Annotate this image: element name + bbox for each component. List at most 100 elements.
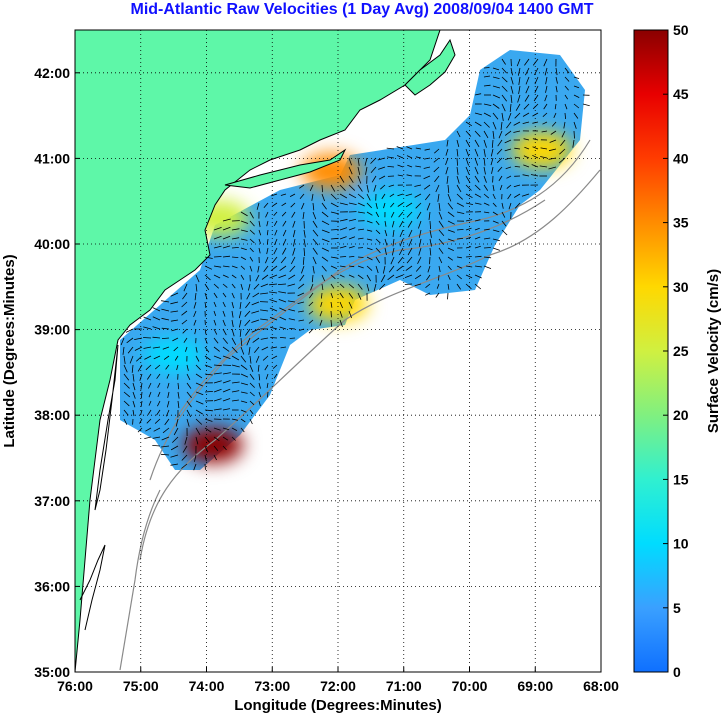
- velocity-arrow: [265, 373, 269, 380]
- velocity-arrow: [292, 247, 296, 256]
- velocity-arrow: [280, 193, 287, 196]
- velocity-arrow: [167, 391, 170, 398]
- velocity-arrow: [504, 130, 512, 136]
- velocity-arrow: [492, 112, 499, 120]
- velocity-arrow: [222, 226, 231, 231]
- velocity-arrow: [539, 165, 548, 168]
- velocity-arrow: [231, 301, 234, 309]
- velocity-arrow: [204, 418, 213, 422]
- velocity-arrow: [426, 202, 431, 211]
- velocity-arrow: [299, 184, 305, 189]
- velocity-arrow: [222, 346, 230, 352]
- velocity-arrow: [507, 112, 512, 121]
- velocity-arrow: [297, 292, 305, 297]
- velocity-arrow: [152, 346, 161, 349]
- velocity-arrow: [231, 265, 238, 269]
- velocity-arrow: [204, 427, 212, 433]
- velocity-arrow: [532, 154, 539, 159]
- velocity-arrow: [292, 220, 296, 228]
- velocity-arrow: [483, 139, 487, 148]
- velocity-arrow: [280, 256, 287, 264]
- velocity-arrow: [261, 346, 269, 351]
- velocity-arrow: [248, 283, 251, 291]
- velocity-arrow: [266, 247, 269, 255]
- velocity-arrow: [204, 391, 213, 393]
- velocity-arrow: [406, 155, 413, 159]
- velocity-arrow: [564, 94, 569, 100]
- velocity-arrow: [153, 355, 161, 360]
- velocity-arrow: [384, 247, 387, 256]
- velocity-arrow: [339, 175, 345, 183]
- velocity-arrow: [153, 427, 161, 432]
- velocity-arrow: [366, 265, 373, 271]
- colorbar-tick-label: 5: [673, 600, 681, 616]
- velocity-arrows: [120, 58, 590, 471]
- velocity-arrow: [435, 184, 440, 193]
- velocity-arrow: [213, 427, 221, 431]
- y-tick-label: 39:00: [34, 322, 70, 338]
- velocity-arrow: [330, 292, 334, 299]
- velocity-arrow: [391, 220, 395, 228]
- velocity-arrow: [270, 337, 278, 339]
- velocity-arrow: [181, 319, 188, 325]
- velocity-arrow: [177, 382, 180, 390]
- velocity-arrow: [375, 238, 381, 244]
- velocity-arrow: [510, 76, 514, 85]
- velocity-arrow: [429, 220, 431, 230]
- velocity-arrow: [240, 409, 247, 413]
- velocity-arrow: [365, 166, 368, 175]
- velocity-arrow: [222, 380, 231, 384]
- velocity-arrow: [240, 382, 249, 386]
- velocity-arrow: [357, 283, 363, 290]
- velocity-arrow: [136, 355, 143, 362]
- velocity-arrow: [474, 130, 481, 137]
- velocity-arrow: [240, 265, 246, 270]
- velocity-arrow: [548, 148, 557, 152]
- velocity-arrow: [204, 454, 207, 462]
- velocity-arrow: [297, 310, 305, 313]
- velocity-arrow: [266, 220, 269, 227]
- velocity-arrow: [272, 202, 278, 207]
- velocity-arrow: [429, 247, 432, 256]
- velocity-arrow: [193, 310, 197, 318]
- velocity-arrow: [181, 463, 188, 469]
- velocity-arrow: [490, 157, 494, 166]
- velocity-arrow: [483, 130, 489, 139]
- velocity-arrow: [231, 381, 240, 384]
- velocity-arrow: [523, 138, 530, 141]
- velocity-arrow: [213, 227, 222, 231]
- velocity-arrow: [396, 146, 404, 150]
- velocity-arrow: [312, 220, 318, 228]
- velocity-arrow: [330, 237, 339, 240]
- velocity-arrow: [255, 274, 260, 282]
- velocity-arrow: [239, 319, 242, 328]
- velocity-arrow: [144, 436, 152, 439]
- long-island: [224, 148, 347, 189]
- velocity-arrow: [222, 445, 227, 451]
- velocity-arrow: [312, 238, 319, 246]
- velocity-arrow: [357, 237, 364, 240]
- velocity-arrow: [533, 94, 539, 102]
- velocity-arrow: [156, 409, 161, 416]
- velocity-arrow: [474, 245, 481, 249]
- velocity-arrow: [501, 229, 508, 236]
- velocity-arrow: [429, 256, 431, 265]
- velocity-arrow: [140, 391, 143, 399]
- velocity-arrow: [357, 211, 365, 214]
- velocity-arrow: [170, 292, 179, 297]
- velocity-arrow: [258, 238, 261, 244]
- y-tick-label: 37:00: [34, 493, 70, 509]
- speed-region-delaware-bay-offshore: [143, 337, 204, 374]
- velocity-arrow: [321, 283, 324, 291]
- velocity-arrow: [423, 184, 431, 190]
- velocity-arrow: [339, 310, 343, 318]
- velocity-arrow: [312, 247, 318, 255]
- velocity-arrow: [483, 175, 487, 183]
- velocity-arrow: [213, 310, 217, 317]
- velocity-arrow: [222, 355, 231, 359]
- velocity-arrow: [514, 202, 521, 209]
- velocity-arrow: [249, 229, 255, 235]
- velocity-arrow: [144, 355, 152, 360]
- velocity-arrow: [501, 112, 504, 121]
- velocity-arrow: [425, 292, 431, 296]
